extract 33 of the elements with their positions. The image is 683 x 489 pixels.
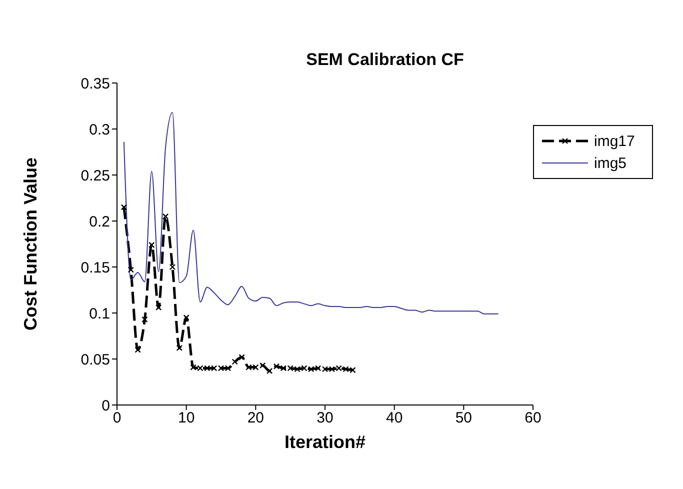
point <box>266 368 273 374</box>
y-tick-label: 0.1 <box>89 305 110 322</box>
point <box>238 354 245 360</box>
x-tick-label: 20 <box>247 410 264 427</box>
legend-label: img5 <box>594 154 627 172</box>
point <box>183 314 190 321</box>
y-tick-label: 0.15 <box>80 259 110 276</box>
y-tick-label: 0.05 <box>80 351 110 368</box>
point <box>176 344 182 352</box>
y-axis-title: Cost Function Value <box>20 157 40 331</box>
legend-label: img17 <box>594 132 635 150</box>
chart-title: SEM Calibration CF <box>305 50 465 70</box>
y-tick-label: 0.35 <box>80 75 110 92</box>
x-tick-label: 30 <box>316 410 334 427</box>
y-tick-label: 0.25 <box>80 167 110 184</box>
point <box>232 358 238 365</box>
point <box>148 242 155 248</box>
line-series <box>123 112 499 314</box>
point <box>156 304 162 311</box>
point <box>162 213 169 220</box>
x-tick-label: 60 <box>524 410 542 427</box>
y-tick-label: 0 <box>102 397 110 414</box>
x-tick-label: 10 <box>178 410 195 427</box>
point <box>120 204 128 210</box>
x-tick-label: 50 <box>455 410 472 427</box>
y-tick-label: 0.3 <box>89 121 110 138</box>
x-axis-title: Iteration# <box>284 432 366 452</box>
point <box>142 316 148 323</box>
y-tick-label: 0.2 <box>89 213 110 230</box>
x-tick-label: 0 <box>112 410 122 427</box>
point <box>128 266 134 273</box>
x-tick-label: 40 <box>386 410 403 427</box>
point <box>169 264 176 270</box>
